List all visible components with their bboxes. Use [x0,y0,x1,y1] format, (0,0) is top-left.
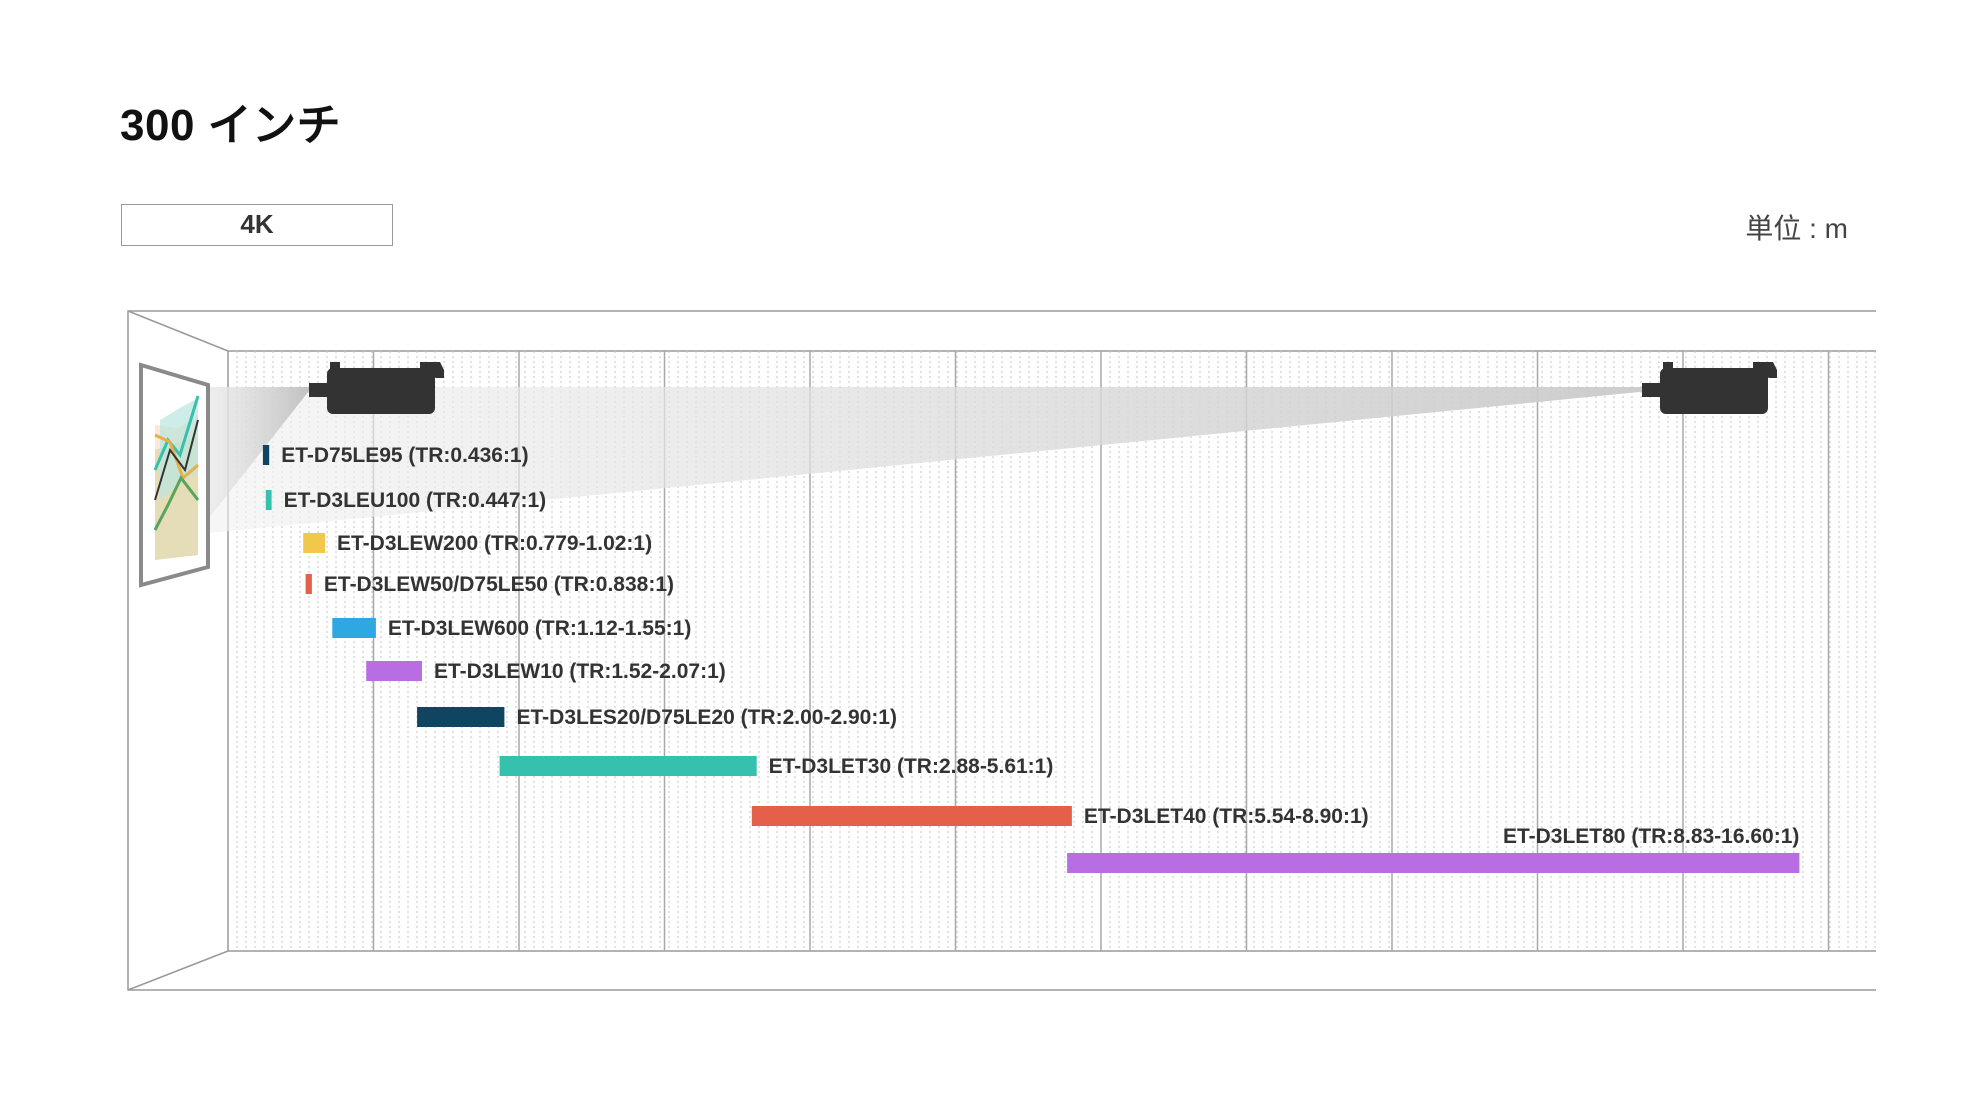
bar-2 [265,490,272,510]
bar-7 [417,707,505,727]
bar-label-1: ET-D75LE95 (TR:0.436:1) [281,444,528,467]
bar-label-5: ET-D3LEW600 (TR:1.12-1.55:1) [388,617,691,640]
bar-label-7: ET-D3LES20/D75LE20 (TR:2.00-2.90:1) [517,706,897,729]
bar-9 [751,806,1072,826]
bar-10 [1067,853,1800,873]
beam-short [206,387,312,522]
bar-5 [332,618,376,638]
bar-1 [262,445,270,465]
bar-4 [305,574,312,594]
bar-label-8: ET-D3LET30 (TR:2.88-5.61:1) [769,755,1054,778]
bar-8 [499,756,757,776]
bar-label-6: ET-D3LEW10 (TR:1.52-2.07:1) [434,660,726,683]
bar-label-2: ET-D3LEU100 (TR:0.447:1) [284,489,547,512]
bar-label-10: ET-D3LET80 (TR:8.83-16.60:1) [1503,825,1799,848]
beam-long [210,387,1660,533]
page-title: 300 インチ [120,101,342,150]
bar-label-9: ET-D3LET40 (TR:5.54-8.90:1) [1084,805,1369,828]
screen-icon [139,362,210,588]
projector-icon-near [309,362,444,414]
bar-6 [366,661,422,681]
bar-label-3: ET-D3LEW200 (TR:0.779-1.02:1) [337,532,652,555]
throw-range-bars: ET-D75LE95 (TR:0.436:1) ET-D3LEU100 (TR:0… [262,444,1800,873]
unit-label: 単位 : m [1745,213,1848,244]
bar-3 [303,533,325,553]
resolution-tab-4k[interactable]: 4K [121,204,393,246]
bar-label-4: ET-D3LEW50/D75LE50 (TR:0.838:1) [324,573,674,596]
room-frame [127,310,1876,991]
projector-icon-far [1642,362,1777,414]
